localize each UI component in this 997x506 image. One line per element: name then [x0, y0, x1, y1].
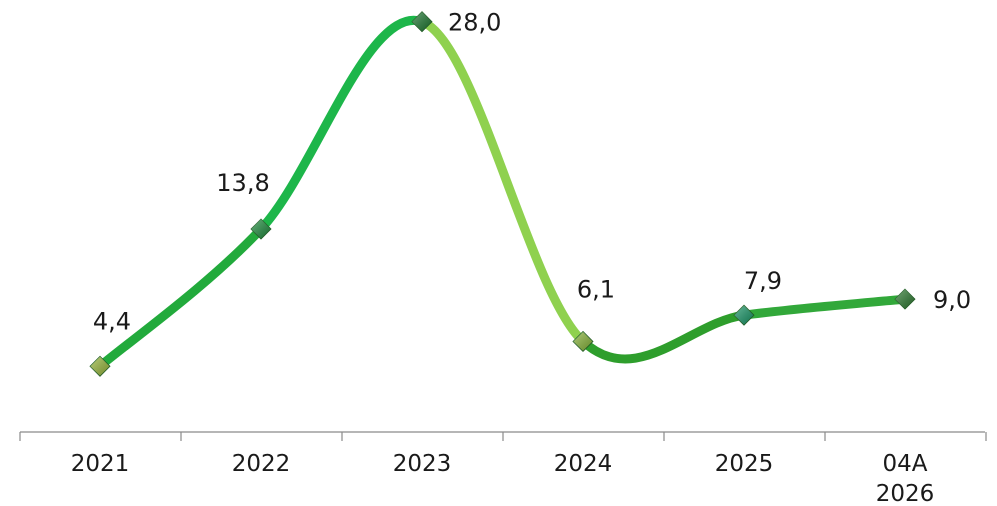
data-point-marker	[572, 330, 594, 353]
line-segment	[578, 310, 749, 364]
data-line	[95, 15, 910, 371]
data-point-marker	[411, 11, 433, 33]
data-value-label: 9,0	[933, 286, 971, 314]
x-tick-label: 2023	[393, 451, 452, 477]
data-value-label: 13,8	[216, 169, 269, 197]
x-tick-labels: 2021 2022 2023 2024 2025 04A 2026	[71, 451, 935, 506]
data-point-marker	[89, 355, 111, 377]
x-tick-label: 2021	[71, 451, 130, 477]
x-tick-label: 2025	[715, 451, 774, 477]
x-tick-label: 04A	[882, 451, 927, 477]
x-tick-label: 2024	[554, 451, 613, 477]
data-markers	[89, 11, 916, 377]
data-point-marker	[733, 304, 755, 326]
data-point-marker	[250, 218, 272, 240]
x-tick-label: 2022	[232, 451, 291, 477]
data-value-label: 7,9	[744, 267, 782, 295]
x-tick-label: 2026	[876, 481, 935, 506]
line-segment	[739, 294, 910, 320]
line-segment	[95, 224, 266, 371]
data-labels: 4,4 13,8 28,0 6,1 7,9 9,0	[93, 9, 971, 336]
data-point-marker	[894, 288, 916, 310]
data-value-label: 28,0	[448, 9, 501, 37]
line-segment	[417, 17, 588, 346]
line-segment	[256, 15, 427, 234]
data-value-label: 4,4	[93, 307, 131, 335]
data-value-label: 6,1	[577, 275, 615, 303]
x-axis	[19, 431, 987, 441]
